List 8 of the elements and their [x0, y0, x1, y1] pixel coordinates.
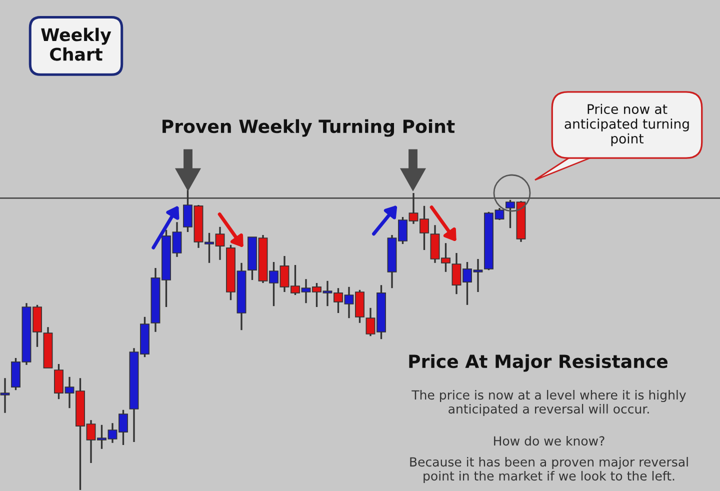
text: Weekly Chart: [41, 28, 112, 61]
annotation: Price At Major Resistance: [409, 354, 668, 372]
text: Price now at anticipated turning point: [564, 104, 689, 146]
candlestick: [0, 377, 10, 414]
annotation: How do we know?: [494, 436, 604, 446]
annotation: Because it has been a proven major reversal point in the market if we look to the left.: [410, 456, 688, 484]
annotation: The price is now at a level where it is highly anticipated a reversal will occur.: [412, 390, 686, 416]
text: Proven Weekly Turning Point: [162, 119, 455, 137]
